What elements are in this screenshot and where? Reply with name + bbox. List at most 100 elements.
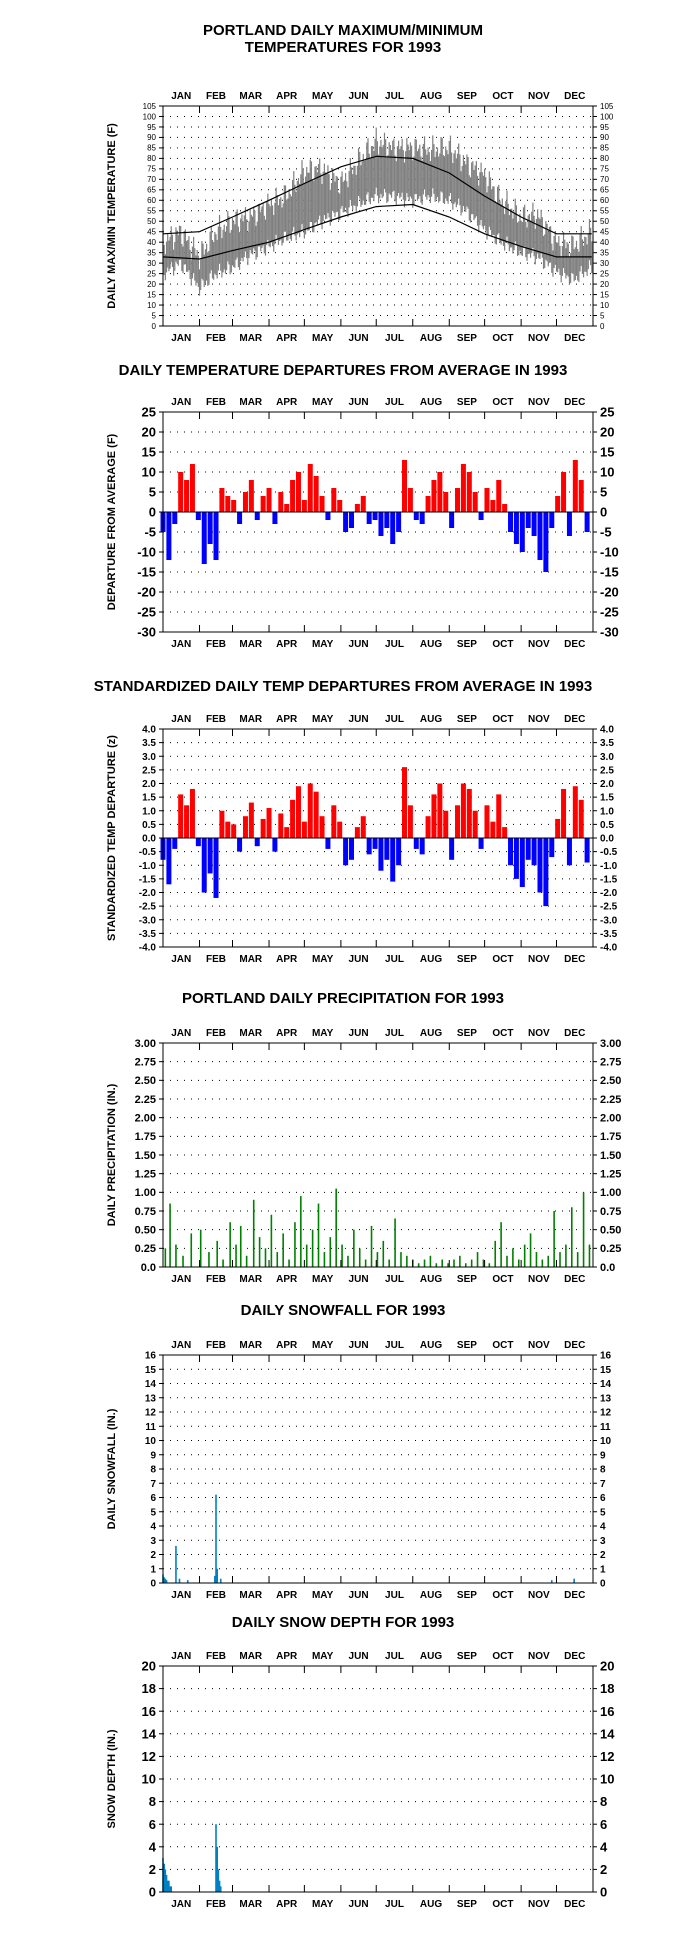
snow-y-tick-label-right: 1 [600,1564,606,1575]
month-label-bottom: JUL [385,639,404,650]
dep-bar [189,464,195,512]
dep-bar [402,460,408,512]
month-label-bottom: NOV [528,333,550,344]
month-label-top: MAR [239,1340,263,1351]
precip-bar [559,1252,561,1267]
std-bar [254,838,260,847]
std-bar [472,810,478,838]
std-bar [437,783,443,838]
snow-y-tick-label: 7 [150,1479,156,1490]
std-bar [272,838,278,852]
month-label-bottom: NOV [528,1274,550,1285]
dep-bar [166,512,172,560]
precip-title-line: PORTLAND DAILY PRECIPITATION FOR 1993 [182,990,504,1007]
std-y-tick-label: 3.0 [142,752,156,763]
dep-y-tick-label: -30 [137,625,156,640]
snow-y-tick-label: 9 [150,1450,156,1461]
precip-bar [288,1259,290,1267]
snow-bar [550,1580,553,1583]
precip-bar [570,1207,573,1267]
depth-y-axis-label: SNOW DEPTH (IN.) [106,1729,118,1828]
depth-y-tick-label-right: 12 [600,1749,614,1764]
month-label-top: DEC [564,1651,585,1662]
month-label-bottom: OCT [492,333,513,344]
precip-y-ticks: 0.0 0.0 0.25 0.25 0.50 0.50 0.75 0.75 1.00 1.00 1.… [135,1038,622,1274]
depth-bar [217,1869,220,1892]
std-bar [443,810,449,838]
precip-y-tick-label: 2.50 [135,1075,156,1087]
precip-y-tick-label: 0.50 [135,1225,156,1237]
std-y-tick-label-right: 2.0 [600,779,614,790]
month-label-bottom: JUL [385,1274,404,1285]
month-label-top: SEP [457,1651,477,1662]
std-bar [413,838,419,849]
depth-bar [169,1886,171,1892]
precip-plot-frame [162,1042,594,1268]
depth-y-tick-label: 16 [142,1704,156,1719]
dep-bar [549,512,555,528]
std-bar [360,816,366,838]
month-label-bottom: FEB [206,333,226,344]
precip-bar [459,1255,461,1267]
dep-bar [561,472,567,512]
precip-bar [199,1229,202,1267]
month-label-top: FEB [206,1340,226,1351]
std-y-tick-label-right: -4.0 [600,943,618,954]
precip-bar [276,1252,279,1267]
snow-y-tick-label-right: 10 [600,1436,612,1447]
precip-bar [305,1244,308,1267]
month-label-bottom: AUG [420,954,442,965]
month-label-top: DEC [564,91,585,102]
depth-data [162,1824,222,1892]
dep-bar [242,492,248,512]
snow-y-tick-label: 11 [145,1422,156,1433]
precip-bar [376,1252,379,1267]
precip-bar [517,1259,520,1267]
month-label-bottom: FEB [206,639,226,650]
std-bar [260,818,266,838]
dep-y-tick-label: 5 [149,485,156,500]
std-y-tick-label-right: -1.0 [600,861,618,872]
precip-bar [216,1240,218,1267]
std-bar [466,788,472,838]
precip-bar [208,1252,210,1267]
temps-y-tick-label-right: 45 [600,228,609,237]
temps-y-tick-label: 45 [147,228,156,237]
month-label-top: AUG [420,91,442,102]
std-y-tick-label: 2.5 [142,765,156,776]
month-label-bottom: OCT [492,954,513,965]
depth-y-tick-label-right: 18 [600,1681,614,1696]
snow-y-tick-label: 14 [145,1379,157,1390]
snow-y-tick-label-right: 11 [600,1422,611,1433]
snow-y-tick-label-right: 5 [600,1507,606,1518]
dep-bar [437,472,443,512]
dep-y-tick-label: -10 [137,545,156,560]
std-bar [266,808,272,838]
dep-bar [348,512,354,528]
snow-bar [573,1578,575,1583]
temps-y-tick-label: 70 [147,175,156,184]
std-bar [549,838,555,858]
month-label-top: JUN [349,1028,369,1039]
dep-bar [566,512,572,536]
std-y-tick-label-right: 0.0 [600,834,614,845]
depth-y-tick-label-right: 14 [600,1726,615,1741]
month-label-top: AUG [420,1340,442,1351]
month-label-bottom: NOV [528,1899,550,1910]
month-label-bottom: AUG [420,333,442,344]
month-label-top: FEB [206,397,226,408]
month-label-top: FEB [206,714,226,725]
precip-y-tick-label: 0.75 [135,1206,156,1218]
temps-y-tick-label-right: 25 [600,269,609,278]
precip-bar [270,1214,273,1267]
precip-bar [464,1263,467,1267]
dep-bar [301,500,307,512]
dep-bar [484,488,490,512]
dep-plot-frame [162,411,594,633]
snow-y-tick-label-right: 6 [600,1493,606,1504]
std-bar [301,821,307,838]
temps-y-tick-label-right: 90 [600,133,609,142]
precip-bar [547,1255,550,1267]
